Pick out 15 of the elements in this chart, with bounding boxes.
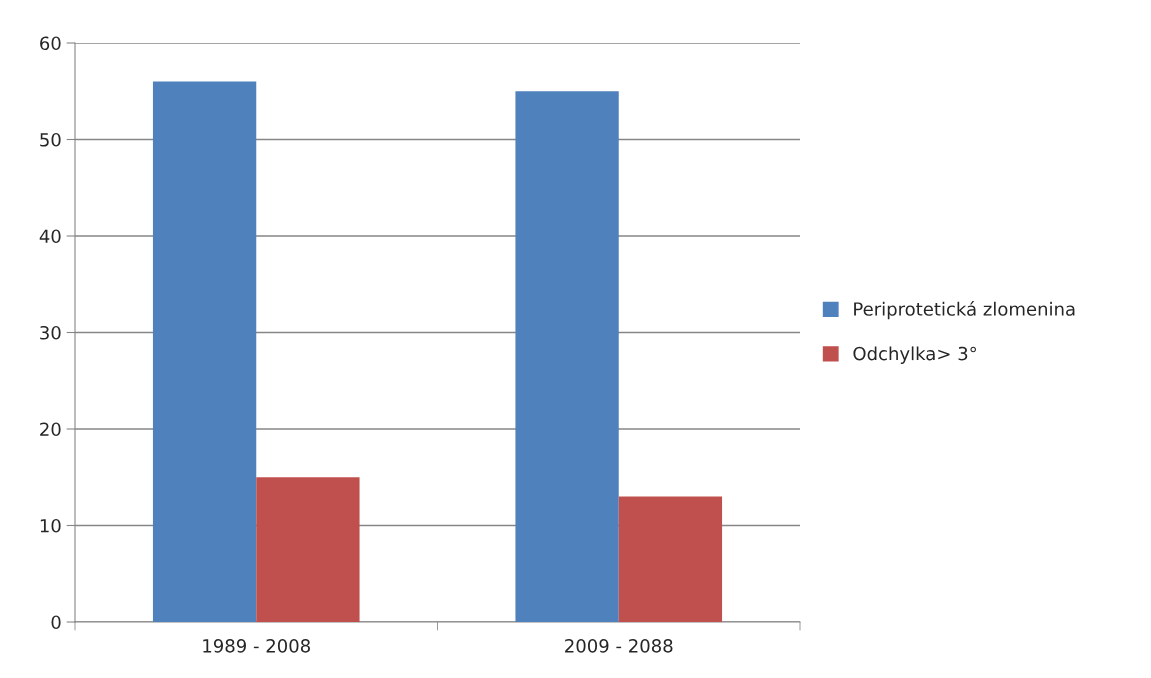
y-tick-label: 40 [39,229,61,244]
bar [256,477,360,622]
legend-label: Periprotetická zlomenina [854,301,1075,320]
bar [618,496,723,622]
y-tick-label: 10 [40,518,61,533]
y-tick-label: 30 [40,325,61,340]
x-tick-label: 1989 - 2008 [203,638,310,653]
y-tick-label: 0 [51,615,61,630]
y-tick-label: 50 [40,132,61,147]
bar [515,91,619,622]
y-tick-label: 20 [40,422,61,437]
legend-label: Odchylka> 3° [853,346,976,364]
bar [152,81,257,622]
y-tick-label: 60 [40,36,61,51]
x-tick-label: 2009 - 2088 [565,638,673,653]
